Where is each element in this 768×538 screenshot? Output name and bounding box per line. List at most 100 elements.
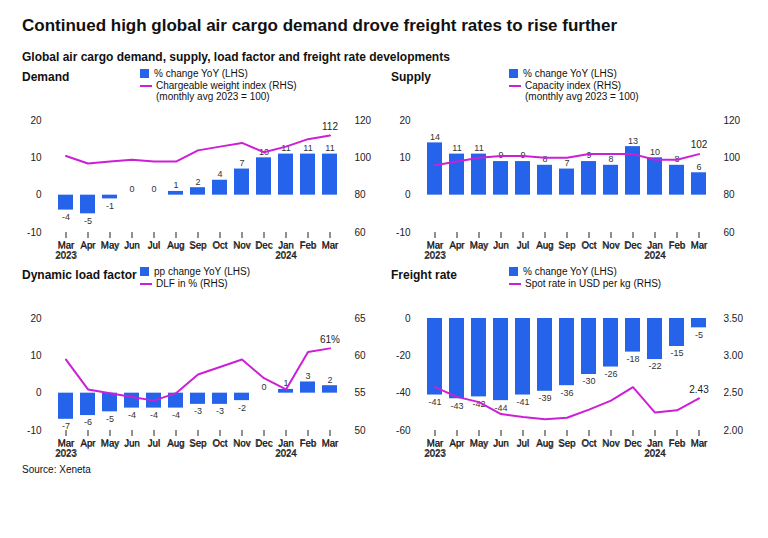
svg-text:-10: -10 xyxy=(27,425,42,436)
svg-text:Jun: Jun xyxy=(493,240,509,251)
svg-text:Jun: Jun xyxy=(125,438,140,448)
svg-text:May: May xyxy=(101,438,119,448)
svg-text:Jan2024: Jan2024 xyxy=(644,438,667,459)
svg-text:-41: -41 xyxy=(428,397,441,407)
svg-text:Jul: Jul xyxy=(148,438,160,448)
svg-text:3.00: 3.00 xyxy=(724,350,744,361)
svg-text:112: 112 xyxy=(322,121,338,132)
svg-text:8: 8 xyxy=(542,154,547,164)
svg-text:10: 10 xyxy=(650,147,660,157)
svg-text:1: 1 xyxy=(173,180,178,190)
svg-text:10: 10 xyxy=(399,152,411,163)
svg-text:Nov: Nov xyxy=(603,240,620,250)
svg-text:Jun: Jun xyxy=(124,240,140,251)
svg-text:-4: -4 xyxy=(128,410,136,420)
svg-text:Feb: Feb xyxy=(668,240,686,251)
svg-text:Apr: Apr xyxy=(449,240,465,251)
svg-text:Jul: Jul xyxy=(517,438,529,448)
svg-text:Oct: Oct xyxy=(581,240,597,251)
svg-text:Nov: Nov xyxy=(602,438,620,449)
svg-text:Dec: Dec xyxy=(625,438,642,448)
svg-text:11: 11 xyxy=(325,143,334,153)
svg-text:120: 120 xyxy=(724,115,741,126)
svg-text:Aug: Aug xyxy=(168,240,184,250)
svg-text:-43: -43 xyxy=(450,401,463,411)
svg-text:10: 10 xyxy=(30,152,42,163)
svg-text:Nov: Nov xyxy=(233,240,251,251)
svg-text:May: May xyxy=(470,438,488,448)
svg-text:11: 11 xyxy=(474,143,483,153)
svg-text:102: 102 xyxy=(691,139,708,150)
svg-text:Jul: Jul xyxy=(148,240,161,251)
svg-text:120: 120 xyxy=(355,115,372,126)
svg-text:-22: -22 xyxy=(648,361,661,371)
svg-text:-3: -3 xyxy=(194,406,202,416)
svg-text:11: 11 xyxy=(452,143,461,153)
svg-text:2.43: 2.43 xyxy=(689,384,709,395)
svg-text:May: May xyxy=(470,240,489,251)
svg-text:Nov: Nov xyxy=(234,438,251,448)
svg-text:May: May xyxy=(470,240,488,250)
svg-text:Aug: Aug xyxy=(536,240,554,251)
svg-text:Dec: Dec xyxy=(255,438,273,449)
svg-text:Oct: Oct xyxy=(582,240,597,250)
svg-text:4: 4 xyxy=(217,169,222,179)
svg-text:100: 100 xyxy=(724,152,741,163)
svg-text:-26: -26 xyxy=(604,369,617,379)
svg-text:-36: -36 xyxy=(560,388,573,398)
svg-text:Jun: Jun xyxy=(494,240,509,250)
svg-text:80: 80 xyxy=(724,189,736,200)
svg-text:Jun: Jun xyxy=(494,438,509,448)
svg-text:61%: 61% xyxy=(320,334,340,345)
svg-text:Feb: Feb xyxy=(668,438,686,449)
svg-text:Aug: Aug xyxy=(536,438,554,449)
svg-text:Nov: Nov xyxy=(233,438,251,449)
svg-text:Mar: Mar xyxy=(321,438,339,449)
svg-text:20: 20 xyxy=(30,313,42,324)
svg-text:-20: -20 xyxy=(396,350,411,361)
svg-text:Jun: Jun xyxy=(124,438,140,449)
svg-text:2: 2 xyxy=(327,375,332,385)
svg-text:3: 3 xyxy=(305,371,310,381)
svg-text:20: 20 xyxy=(399,115,411,126)
svg-text:Jul: Jul xyxy=(517,240,529,250)
svg-text:3.50: 3.50 xyxy=(724,313,744,324)
svg-text:Jun: Jun xyxy=(493,438,509,449)
svg-text:100: 100 xyxy=(355,152,372,163)
svg-text:0: 0 xyxy=(129,184,134,194)
svg-text:May: May xyxy=(101,438,120,449)
svg-text:0: 0 xyxy=(405,189,411,200)
svg-text:2: 2 xyxy=(195,177,200,187)
svg-text:Feb: Feb xyxy=(299,438,317,449)
svg-text:55: 55 xyxy=(355,387,367,398)
svg-text:Sep: Sep xyxy=(189,240,207,251)
svg-text:80: 80 xyxy=(355,189,367,200)
svg-text:-15: -15 xyxy=(670,348,683,358)
svg-text:May: May xyxy=(101,240,119,250)
svg-text:Mar: Mar xyxy=(321,240,339,251)
svg-text:60: 60 xyxy=(355,227,367,238)
svg-text:-10: -10 xyxy=(396,227,411,238)
svg-text:2.50: 2.50 xyxy=(724,387,744,398)
svg-text:2.00: 2.00 xyxy=(724,425,744,436)
svg-text:-60: -60 xyxy=(396,425,411,436)
svg-text:0: 0 xyxy=(36,387,42,398)
svg-text:Aug: Aug xyxy=(167,240,185,251)
svg-text:-5: -5 xyxy=(84,216,92,226)
svg-text:8: 8 xyxy=(608,154,613,164)
svg-text:9: 9 xyxy=(586,150,591,160)
svg-text:Aug: Aug xyxy=(168,438,184,448)
svg-text:Jan2024: Jan2024 xyxy=(275,438,298,459)
svg-text:60: 60 xyxy=(724,227,736,238)
svg-text:Nov: Nov xyxy=(603,438,620,448)
svg-text:0: 0 xyxy=(261,382,266,392)
svg-text:-5: -5 xyxy=(106,414,114,424)
svg-text:0: 0 xyxy=(151,184,156,194)
svg-text:Jun: Jun xyxy=(125,240,140,250)
svg-text:Mar: Mar xyxy=(690,240,708,251)
svg-text:7: 7 xyxy=(239,158,244,168)
svg-text:10: 10 xyxy=(30,350,42,361)
svg-text:Nov: Nov xyxy=(234,240,251,250)
svg-text:Nov: Nov xyxy=(602,240,620,251)
svg-text:Aug: Aug xyxy=(537,438,553,448)
